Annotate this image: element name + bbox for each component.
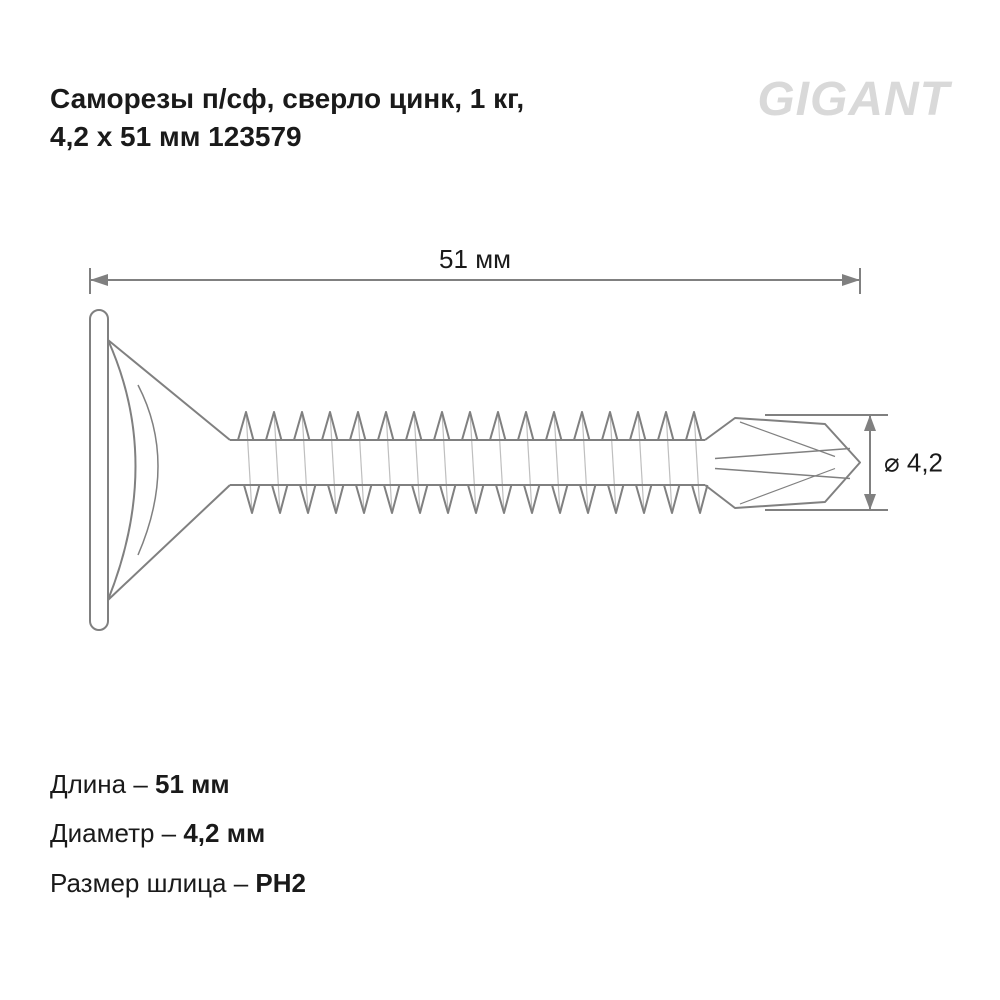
spec-length: Длина – 51 мм	[50, 760, 306, 809]
header: Саморезы п/сф, сверло цинк, 1 кг, 4,2 х …	[50, 80, 950, 156]
svg-text:51 мм: 51 мм	[439, 250, 511, 274]
spec-length-label: Длина –	[50, 769, 155, 799]
spec-slot-value: PH2	[255, 868, 306, 898]
svg-text:⌀ 4,2 мм: ⌀ 4,2 мм	[884, 448, 950, 478]
brand-logo: GIGANT	[757, 72, 950, 127]
spec-slot-label: Размер шлица –	[50, 868, 255, 898]
spec-slot: Размер шлица – PH2	[50, 859, 306, 908]
specs-list: Длина – 51 мм Диаметр – 4,2 мм Размер шл…	[50, 760, 306, 908]
screw-diagram: 51 мм ⌀ 4,2 мм	[50, 250, 950, 670]
spec-diameter: Диаметр – 4,2 мм	[50, 809, 306, 858]
spec-diameter-label: Диаметр –	[50, 818, 183, 848]
spec-length-value: 51 мм	[155, 769, 230, 799]
product-title: Саморезы п/сф, сверло цинк, 1 кг, 4,2 х …	[50, 80, 524, 156]
title-line-2: 4,2 х 51 мм 123579	[50, 121, 302, 152]
spec-diameter-value: 4,2 мм	[183, 818, 265, 848]
title-line-1: Саморезы п/сф, сверло цинк, 1 кг,	[50, 83, 524, 114]
